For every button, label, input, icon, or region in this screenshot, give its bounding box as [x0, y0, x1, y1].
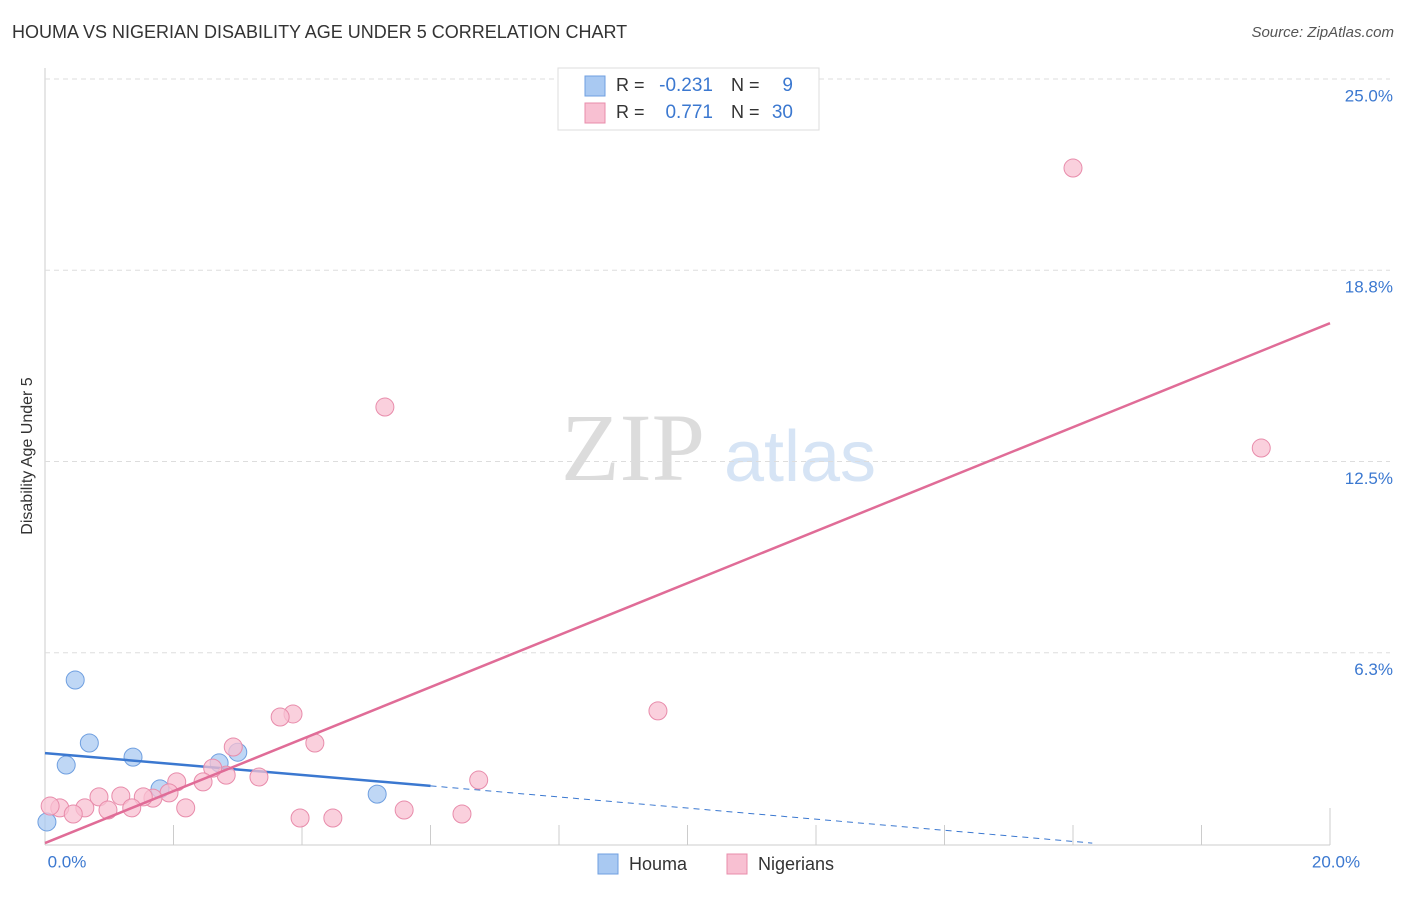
- legend-swatch: [726, 853, 748, 875]
- trend-line: [430, 785, 1093, 844]
- legend-swatch: [584, 102, 606, 124]
- y-tick-label: 18.8%: [1345, 278, 1393, 297]
- watermark: atlas: [724, 417, 876, 497]
- point: [1251, 438, 1271, 458]
- point: [290, 808, 310, 828]
- point: [452, 804, 472, 824]
- stat-label: N =: [731, 75, 760, 95]
- point: [79, 733, 99, 753]
- point: [89, 787, 109, 807]
- trend-line: [44, 322, 1331, 845]
- legend-label: Nigerians: [758, 854, 834, 874]
- y-tick-label: 12.5%: [1345, 469, 1393, 488]
- stat-value: 0.771: [665, 102, 713, 123]
- legend-label: Houma: [629, 854, 688, 874]
- point: [648, 701, 668, 721]
- point: [56, 755, 76, 775]
- stat-value: 30: [772, 102, 793, 123]
- point: [249, 767, 269, 787]
- stat-label: R =: [616, 75, 645, 95]
- stat-value: -0.231: [659, 75, 713, 96]
- point: [111, 786, 131, 806]
- y-tick-label: 25.0%: [1345, 86, 1393, 105]
- point: [394, 800, 414, 820]
- stat-label: N =: [731, 102, 760, 122]
- source: Source: ZipAtlas.com: [1251, 24, 1394, 41]
- point: [367, 784, 387, 804]
- stat-label: R =: [616, 102, 645, 122]
- point: [1063, 158, 1083, 178]
- x-tick-label: 20.0%: [1312, 852, 1360, 871]
- x-tick-label: 0.0%: [48, 852, 87, 871]
- stat-value: 9: [782, 75, 793, 96]
- point: [270, 707, 290, 727]
- point: [123, 747, 143, 767]
- chart-title: HOUMA VS NIGERIAN DISABILITY AGE UNDER 5…: [12, 22, 627, 42]
- point: [65, 670, 85, 690]
- point: [40, 796, 60, 816]
- point: [37, 812, 57, 832]
- point: [375, 397, 395, 417]
- point: [323, 808, 343, 828]
- point: [223, 737, 243, 757]
- y-axis-label: Disability Age Under 5: [19, 377, 36, 535]
- point: [176, 798, 196, 818]
- trend-line: [44, 751, 431, 788]
- legend-swatch: [584, 75, 606, 97]
- point: [63, 804, 83, 824]
- legend-swatch: [597, 853, 619, 875]
- point: [469, 770, 489, 790]
- y-tick-label: 6.3%: [1354, 660, 1393, 679]
- watermark: ZIP: [561, 394, 705, 501]
